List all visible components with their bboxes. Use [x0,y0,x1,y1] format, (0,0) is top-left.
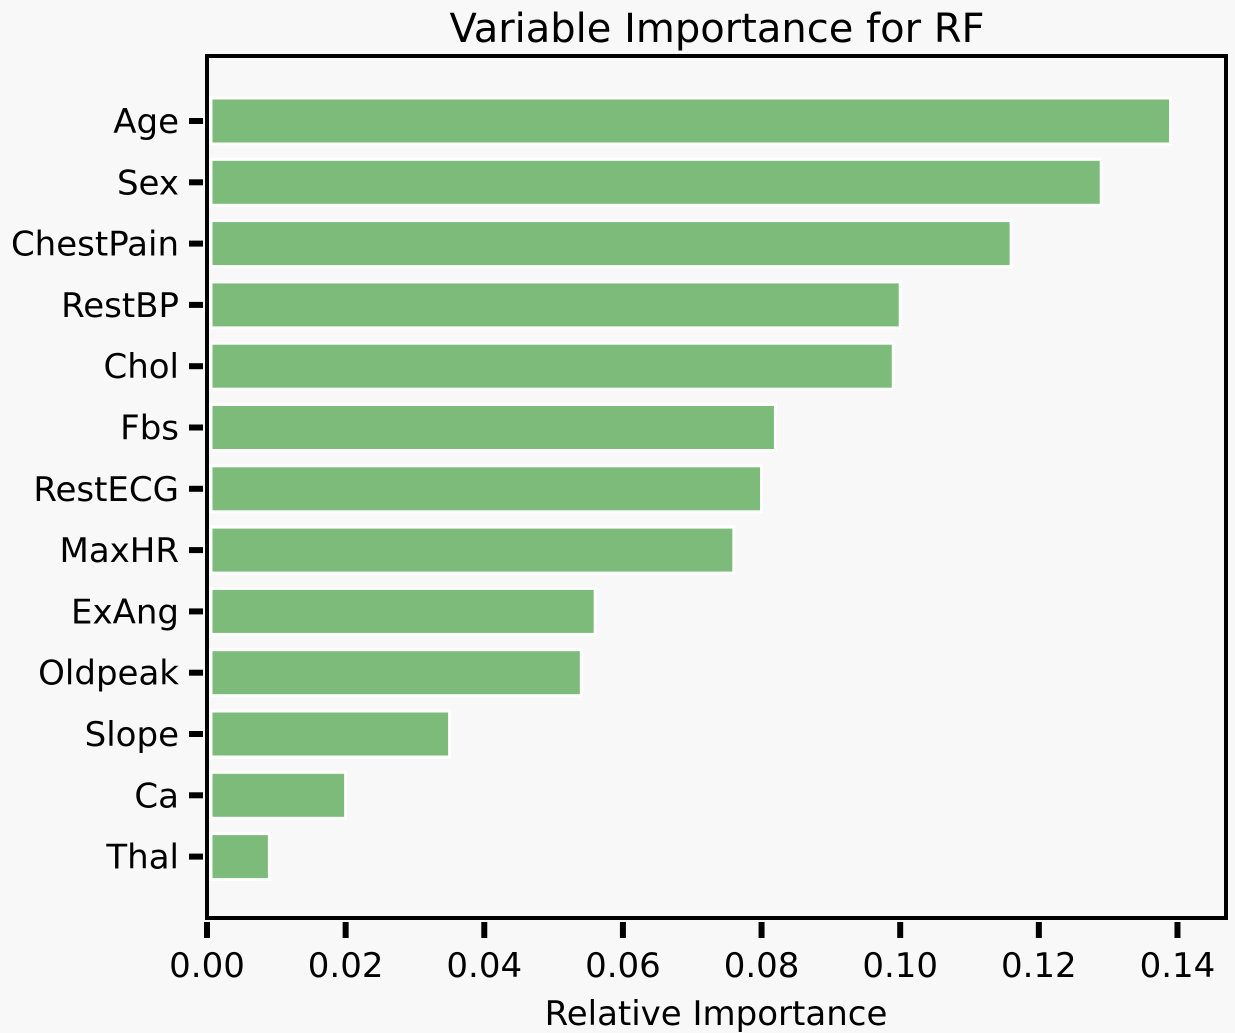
bar-chestpain [209,219,1013,269]
y-tick-label-ca: Ca [134,776,179,816]
y-tick-label-age: Age [113,102,179,142]
bar-chol [209,341,895,391]
x-tick-label-2: 0.04 [446,946,522,986]
bar-oldpeak [209,648,583,698]
x-axis: 0.00 0.02 0.04 0.06 0.08 0.10 0.12 0.14 [169,922,1215,986]
y-tick-label-maxhr: MaxHR [60,531,179,571]
y-tick-label-oldpeak: Oldpeak [38,654,179,694]
bar-ca [209,770,348,820]
bars-layer [209,96,1173,882]
y-tick-label-chestpain: ChestPain [11,225,179,265]
y-tick-label-chol: Chol [103,347,179,387]
y-tick-label-sex: Sex [117,163,179,203]
bar-age [209,96,1173,146]
x-tick-label-5: 0.10 [862,946,938,986]
bar-slope [209,709,452,759]
x-tick-label-6: 0.12 [1001,946,1077,986]
x-axis-label: Relative Importance [545,994,888,1033]
x-tick-label-3: 0.06 [585,946,661,986]
bar-exang [209,586,597,636]
y-axis: Age Sex ChestPain RestBP Chol Fbs RestECG MaxHR… [11,102,203,878]
bar-restbp [209,280,902,330]
y-tick-label-restbp: RestBP [61,286,179,326]
x-tick-label-7: 0.14 [1140,946,1216,986]
chart-title: Variable Importance for RF [449,6,984,52]
bar-maxhr [209,525,736,575]
bar-fbs [209,403,777,452]
y-tick-label-thal: Thal [105,838,179,878]
bar-restecg [209,464,764,514]
x-tick-label-1: 0.02 [308,946,384,986]
bar-thal [209,832,271,882]
x-tick-label-0: 0.00 [169,946,245,986]
y-tick-label-restecg: RestECG [33,470,179,510]
plot-frame [205,54,1228,920]
y-tick-label-slope: Slope [85,715,179,755]
y-tick-label-exang: ExAng [71,592,179,632]
bar-sex [209,157,1103,207]
x-tick-label-4: 0.08 [724,946,800,986]
y-tick-label-fbs: Fbs [120,409,179,449]
